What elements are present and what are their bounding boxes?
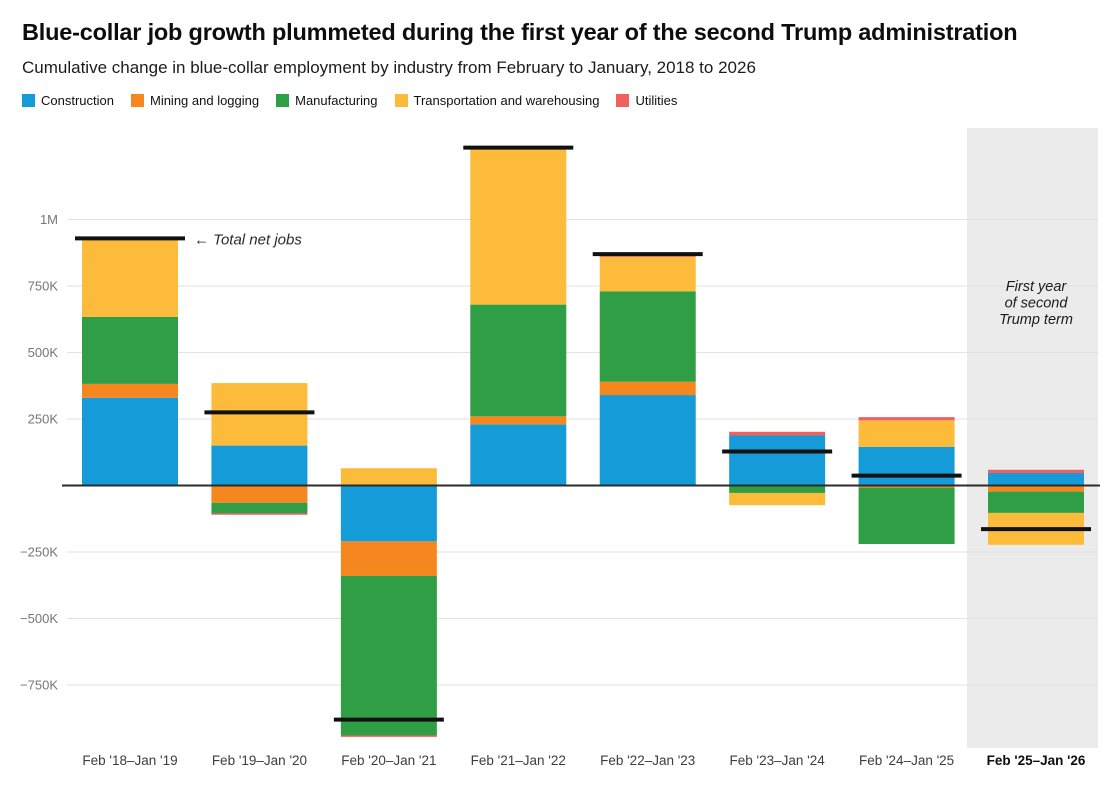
annotation-first-year-second-trump-term: Trump term bbox=[999, 312, 1073, 328]
stacked-bar-chart: 1M 750K 500K 250K −250K −500K −750K ← Total net… bbox=[20, 128, 1100, 768]
bar-segment-manufacturing bbox=[82, 316, 178, 384]
annotation-first-year-second-trump-term: First year bbox=[1006, 279, 1068, 295]
bar-segment-manufacturing bbox=[211, 502, 308, 514]
chart-area: 1M 750K 500K 250K −250K −500K −750K ← Total net… bbox=[0, 120, 1120, 792]
page-title: Blue-collar job growth plummeted during … bbox=[22, 19, 1018, 45]
page-subtitle: Cumulative change in blue-collar employm… bbox=[22, 58, 756, 78]
bar-segment-construction bbox=[988, 472, 1085, 486]
bar-segment-manufacturing bbox=[340, 575, 437, 736]
legend-item-mining-and-logging: Mining and logging bbox=[130, 93, 260, 109]
legend-item-utilities: Utilities bbox=[616, 93, 677, 108]
bar-segment-mining-and-logging bbox=[858, 485, 955, 488]
legend-label: Transportation and warehousing bbox=[413, 93, 600, 109]
x-tick-label: Feb '21–Jan '22 bbox=[471, 753, 566, 768]
legend-swatch bbox=[130, 94, 144, 108]
bar-segment-construction bbox=[858, 446, 955, 486]
bar-segment-utilities bbox=[340, 735, 437, 737]
bar-segment-construction bbox=[729, 435, 826, 486]
x-tick-label: Feb '24–Jan '25 bbox=[859, 753, 954, 768]
legend-swatch bbox=[276, 94, 290, 108]
bar-segment-construction bbox=[599, 395, 696, 486]
legend-label: Construction bbox=[41, 93, 114, 109]
bar-segment-transportation-and-warehousing bbox=[858, 420, 955, 447]
legend-swatch bbox=[394, 94, 408, 108]
y-tick-label: 750K bbox=[28, 279, 59, 294]
y-tick-label: −250K bbox=[20, 545, 58, 560]
bar-segment-transportation-and-warehousing bbox=[729, 492, 826, 506]
x-tick-label: Feb '19–Jan '20 bbox=[212, 753, 307, 768]
y-tick-label: −500K bbox=[20, 611, 58, 626]
legend-item-transportation-and-warehousing: Transportation and warehousing bbox=[394, 93, 600, 109]
legend-label: Mining and logging bbox=[149, 93, 260, 109]
highlight-band-second-trump-term bbox=[967, 128, 1099, 748]
bar-segment-utilities bbox=[729, 431, 826, 436]
y-tick-label: 1M bbox=[40, 212, 58, 227]
legend-label: Utilities bbox=[635, 93, 678, 109]
chart-legend: Construction Mining and logging Manufactur… bbox=[22, 93, 1096, 108]
legend-item-manufacturing: Manufacturing bbox=[276, 93, 378, 109]
y-tick-label: 500K bbox=[28, 345, 59, 360]
bar-segment-manufacturing bbox=[470, 304, 567, 417]
bar-segment-mining-and-logging bbox=[988, 485, 1085, 492]
bar-segment-utilities bbox=[211, 513, 308, 515]
bar-segment-mining-and-logging bbox=[470, 416, 567, 425]
bar-segment-mining-and-logging bbox=[340, 541, 437, 576]
legend-item-construction: Construction bbox=[22, 93, 114, 108]
legend-swatch bbox=[616, 94, 630, 108]
bar-segment-mining-and-logging bbox=[82, 383, 178, 398]
bar-segment-transportation-and-warehousing bbox=[82, 238, 178, 317]
annotation-first-year-second-trump-term: of second bbox=[1005, 296, 1069, 312]
x-tick-label: Feb '23–Jan '24 bbox=[730, 753, 826, 768]
chart-header: Blue-collar job growth plummeted during … bbox=[0, 0, 1120, 108]
bar-segment-transportation-and-warehousing bbox=[599, 256, 696, 292]
bar-segment-manufacturing bbox=[729, 485, 826, 493]
bar-segment-transportation-and-warehousing bbox=[470, 147, 567, 305]
bar-segment-construction bbox=[82, 397, 178, 486]
bar-segment-manufacturing bbox=[858, 487, 955, 545]
bar-segment-construction bbox=[211, 445, 308, 486]
bar-segment-mining-and-logging bbox=[599, 381, 696, 396]
bar-segment-transportation-and-warehousing bbox=[340, 468, 437, 486]
x-tick-label: Feb '25–Jan '26 bbox=[987, 753, 1086, 768]
x-tick-label: Feb '20–Jan '21 bbox=[341, 753, 436, 768]
x-tick-label: Feb '22–Jan '23 bbox=[600, 753, 695, 768]
bar-segment-manufacturing bbox=[988, 491, 1085, 513]
legend-swatch bbox=[22, 94, 35, 108]
bar-segment-construction bbox=[470, 424, 567, 486]
legend-label: Manufacturing bbox=[295, 93, 378, 109]
bar-segment-manufacturing bbox=[599, 291, 696, 382]
bar-segment-construction bbox=[340, 485, 437, 542]
bar-segment-mining-and-logging bbox=[211, 485, 308, 503]
bar-segment-utilities bbox=[858, 417, 955, 421]
y-tick-label: 250K bbox=[28, 412, 59, 427]
bar-segment-utilities bbox=[988, 469, 1085, 473]
y-tick-label: −750K bbox=[20, 678, 58, 693]
x-tick-label: Feb '18–Jan '19 bbox=[82, 753, 177, 768]
annotation-total-net-jobs: ← Total net jobs bbox=[194, 231, 302, 248]
